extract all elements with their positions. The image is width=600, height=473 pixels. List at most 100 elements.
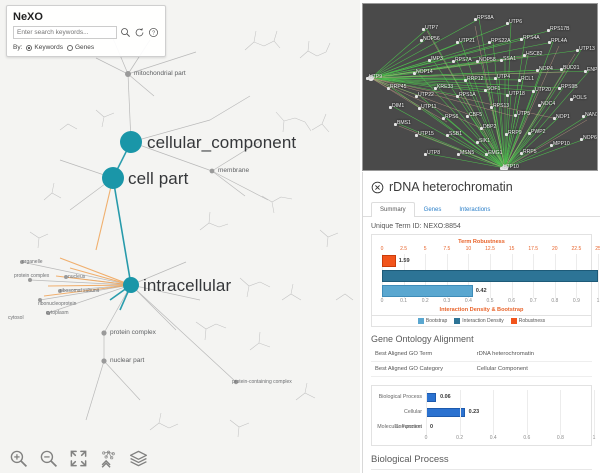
gene-node[interactable] xyxy=(560,68,563,71)
gene-node[interactable] xyxy=(422,28,425,31)
axis-tick: 1 xyxy=(592,435,596,441)
close-icon[interactable] xyxy=(371,181,384,194)
gene-node[interactable] xyxy=(452,60,455,63)
gene-node[interactable] xyxy=(394,123,397,126)
search-input[interactable] xyxy=(13,26,117,39)
gene-node[interactable] xyxy=(456,41,459,44)
gene-node[interactable] xyxy=(484,89,487,92)
gene-node[interactable] xyxy=(548,41,551,44)
gene-node[interactable] xyxy=(457,153,460,156)
gene-node[interactable] xyxy=(446,134,449,137)
gene-node[interactable] xyxy=(389,106,392,109)
gene-node[interactable] xyxy=(480,127,483,130)
gene-node[interactable] xyxy=(532,90,535,93)
go-bar[interactable] xyxy=(426,393,437,402)
radio-genes-icon[interactable] xyxy=(66,44,73,51)
gene-label-sik1: SIK1 xyxy=(479,138,491,144)
gene-node[interactable] xyxy=(505,133,508,136)
tab-summary[interactable]: Summary xyxy=(371,202,415,217)
gene-node[interactable] xyxy=(415,134,418,137)
gene-node[interactable] xyxy=(428,59,431,62)
hub-node-intracellular[interactable] xyxy=(123,277,139,293)
gene-node[interactable] xyxy=(488,41,491,44)
gene-node[interactable] xyxy=(518,79,521,82)
node-label-protein-complex: protein complex xyxy=(110,329,156,336)
gene-node[interactable] xyxy=(420,39,423,42)
gene-node[interactable] xyxy=(528,132,531,135)
bar-interaction-density[interactable] xyxy=(382,270,598,282)
gene-node[interactable] xyxy=(387,87,390,90)
robustness-legend: Bootstrap Interaction Density Robustness xyxy=(371,316,592,327)
gene-node[interactable] xyxy=(476,141,479,144)
gene-node[interactable] xyxy=(434,87,437,90)
gene-node[interactable] xyxy=(520,38,523,41)
layers-icon[interactable] xyxy=(129,449,148,468)
fit-screen-icon[interactable] xyxy=(69,449,88,468)
gene-label-utp10: UTP10 xyxy=(503,164,519,170)
gene-node[interactable] xyxy=(582,115,585,118)
gene-node[interactable] xyxy=(464,79,467,82)
gene-node[interactable] xyxy=(476,60,479,63)
radio-option-keywords[interactable]: Keywords xyxy=(26,44,63,51)
tree-graph[interactable] xyxy=(0,0,360,473)
tab-genes[interactable]: Genes xyxy=(423,207,442,213)
gene-node[interactable] xyxy=(523,54,526,57)
gene-label-ssa1: SSA1 xyxy=(503,56,517,62)
graph-toolbar[interactable] xyxy=(0,443,360,473)
gene-node[interactable] xyxy=(366,77,369,80)
search-icon[interactable] xyxy=(120,27,131,38)
radio-option-genes[interactable]: Genes xyxy=(66,44,94,51)
axis-tick: 2.5 xyxy=(400,246,408,252)
go-bar-value: 0 xyxy=(430,424,433,430)
gene-node[interactable] xyxy=(536,69,539,72)
gene-label-utp11: UTP11 xyxy=(421,104,437,110)
bar-bootstrap[interactable] xyxy=(382,285,473,297)
gene-node[interactable] xyxy=(442,117,445,120)
gene-node[interactable] xyxy=(520,152,523,155)
gene-node[interactable] xyxy=(474,18,477,21)
gene-node[interactable] xyxy=(570,98,573,101)
radio-keywords-icon[interactable] xyxy=(26,44,33,51)
gene-node[interactable] xyxy=(418,107,421,110)
help-icon[interactable]: ? xyxy=(148,27,159,38)
go-bar-value: 0.06 xyxy=(440,394,451,400)
gene-node[interactable] xyxy=(550,144,553,147)
gene-node[interactable] xyxy=(506,94,509,97)
detail-tabs[interactable]: Summary Genes Interactions xyxy=(363,201,600,217)
gene-node[interactable] xyxy=(466,115,469,118)
zoom-out-icon[interactable] xyxy=(39,449,58,468)
gene-node[interactable] xyxy=(485,153,488,156)
gene-node[interactable] xyxy=(494,77,497,80)
gene-network-panel[interactable]: UTP9 UTP7 RPS8A UTP6 RPS17B NOP56 UTP21 RPS22A R… xyxy=(362,3,598,171)
bar-robustness[interactable] xyxy=(382,255,396,267)
gene-node[interactable] xyxy=(514,114,517,117)
term-detail-panel[interactable]: rDNA heterochromatin Summary Genes Inter… xyxy=(362,172,600,473)
gene-node[interactable] xyxy=(456,95,459,98)
gene-node[interactable] xyxy=(415,95,418,98)
gene-node[interactable] xyxy=(413,72,416,75)
ontology-tree-panel[interactable]: cellular_component cell part intracellul… xyxy=(0,0,360,473)
gene-node[interactable] xyxy=(500,59,503,62)
gene-node[interactable] xyxy=(506,22,509,25)
zoom-in-icon[interactable] xyxy=(9,449,28,468)
gene-label-sof1: SOF1 xyxy=(487,86,501,92)
gene-node[interactable] xyxy=(580,138,583,141)
gene-node[interactable] xyxy=(490,106,493,109)
search-panel[interactable]: NeXO ? By: Ke xyxy=(6,5,166,57)
gene-node[interactable] xyxy=(553,117,556,120)
gene-node[interactable] xyxy=(500,167,503,170)
gene-node[interactable] xyxy=(584,70,587,73)
gene-node[interactable] xyxy=(558,87,561,90)
gene-label-utp21: UTP21 xyxy=(459,38,475,44)
gene-label-utp7: UTP7 xyxy=(425,25,439,31)
gene-node[interactable] xyxy=(424,153,427,156)
gene-node[interactable] xyxy=(576,49,579,52)
hub-node-cellular-component[interactable] xyxy=(120,131,142,153)
collapse-tree-icon[interactable] xyxy=(99,449,118,468)
gene-node[interactable] xyxy=(538,104,541,107)
refresh-icon[interactable] xyxy=(134,27,145,38)
page-title: rDNA heterochromatin xyxy=(389,180,513,194)
hub-node-cell-part[interactable] xyxy=(102,167,124,189)
gene-node[interactable] xyxy=(547,29,550,32)
tab-interactions[interactable]: Interactions xyxy=(459,207,491,213)
